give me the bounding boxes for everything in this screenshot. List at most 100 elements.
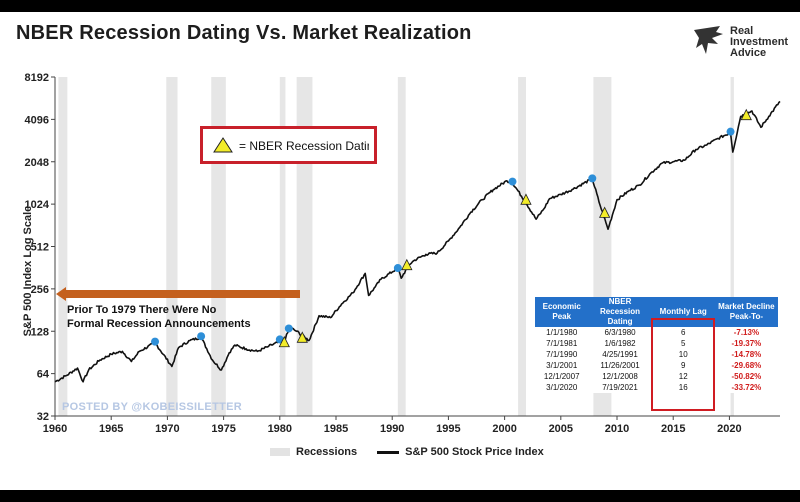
x-tick-label: 2015 [661, 423, 685, 435]
cell-lag: 9 [651, 360, 715, 371]
recession-band [397, 77, 406, 416]
header-market-decline: Market Decline Peak-To- [714, 297, 778, 327]
lag-table-row: 7/1/1990 4/25/1991 10 -14.78% [535, 349, 778, 360]
cell-lag: 6 [651, 327, 715, 338]
prior-arrow-head [56, 287, 66, 301]
y-tick-label: 1024 [25, 199, 50, 211]
series-swatch [377, 450, 400, 454]
lag-table-body: 1/1/1980 6/3/1980 6 -7.13% 7/1/1981 1/6/1982 5… [535, 327, 778, 393]
lag-table-row: 12/1/2007 12/1/2008 12 -50.82% [535, 371, 778, 382]
y-tick-label: 64 [37, 369, 50, 381]
recession-band [58, 77, 68, 416]
economic-peak-marker [508, 177, 517, 186]
cell-decline: -14.78% [714, 349, 778, 360]
chart-title: NBER Recession Dating Vs. Market Realiza… [16, 22, 472, 44]
y-axis-title: S&P 500 Index Log Scale [22, 205, 34, 337]
cell-decline: -7.13% [714, 327, 778, 338]
cell-decline: -19.37% [714, 338, 778, 349]
cell-lag: 10 [651, 349, 715, 360]
logo-line-investment: Investment [730, 36, 789, 48]
watermark: POSTED BY @KOBEISSILETTER [62, 401, 242, 413]
header-economic-peak: Economic Peak [535, 297, 589, 327]
cell-peak: 7/1/1990 [535, 349, 589, 360]
sp500-series-line [54, 100, 781, 383]
cell-peak: 7/1/1981 [535, 338, 589, 349]
x-tick-label: 1995 [436, 423, 460, 435]
y-tick-label: 128 [31, 326, 49, 338]
economic-peak-marker [151, 337, 160, 346]
legend-series: S&P 500 Stock Price Index [405, 446, 544, 458]
lag-table-row: 1/1/1980 6/3/1980 6 -7.13% [535, 327, 778, 338]
x-tick-label: 1990 [380, 423, 404, 435]
x-tick-label: 1985 [324, 423, 348, 435]
cell-peak: 12/1/2007 [535, 371, 589, 382]
y-tick-label: 8192 [25, 72, 49, 84]
company-logo: Real Investment Advice [690, 22, 790, 72]
lag-table-header-row: Economic Peak NBER Recession Dating Mont… [535, 297, 778, 327]
lag-table-row: 3/1/2020 7/19/2021 16 -33.72% [535, 382, 778, 393]
cell-peak: 3/1/2020 [535, 382, 589, 393]
cell-decline: -50.82% [714, 371, 778, 382]
x-tick-label: 2000 [492, 423, 516, 435]
nber-dating-marker [296, 331, 308, 343]
economic-peak-marker [726, 127, 735, 136]
cell-nber: 4/25/1991 [588, 349, 652, 360]
y-tick-label: 256 [31, 284, 49, 296]
nber-dating-marker [740, 108, 752, 121]
nber-legend-text: = NBER Recession Datin [239, 139, 369, 153]
economic-peak-marker [393, 264, 402, 273]
header-nber-dating: NBER Recession Dating [588, 297, 652, 327]
recession-band [279, 77, 286, 416]
cell-decline: -29.68% [714, 360, 778, 371]
cell-nber: 6/3/1980 [588, 327, 652, 338]
x-tick-label: 1980 [268, 423, 292, 435]
lag-table-row: 3/1/2001 11/26/2001 9 -29.68% [535, 360, 778, 371]
x-tick-label: 1970 [155, 423, 179, 435]
prior-note-line-2: Formal Recession Announcements [67, 318, 251, 330]
header-monthly-lag: Monthly Lag [651, 297, 715, 327]
y-tick-label: 2048 [25, 157, 49, 169]
lag-table: Economic Peak NBER Recession Dating Mont… [535, 297, 778, 393]
nber-dating-marker [401, 258, 413, 271]
prior-arrow-body [64, 290, 300, 298]
prior-arrow [56, 287, 300, 301]
x-tick-label: 1965 [99, 423, 123, 435]
logo-line-real: Real [730, 25, 754, 37]
cell-nber: 11/26/2001 [588, 360, 652, 371]
economic-peak-marker [197, 332, 206, 341]
cell-nber: 12/1/2008 [588, 371, 652, 382]
economic-peak-marker [284, 324, 293, 333]
nber-dating-marker [599, 206, 611, 218]
cell-peak: 3/1/2001 [535, 360, 589, 371]
y-tick-label: 32 [37, 411, 49, 423]
cell-lag: 16 [651, 382, 715, 393]
series-layer [54, 100, 781, 383]
economic-peak-marker [588, 174, 597, 183]
lag-table-row: 7/1/1981 1/6/1982 5 -19.37% [535, 338, 778, 349]
nber-dating-marker [278, 335, 290, 348]
recession-band [730, 77, 734, 416]
x-tick-label: 2010 [605, 423, 629, 435]
logo-text: Real Investment Advice [730, 26, 800, 59]
nber-dating-marker [520, 193, 532, 205]
x-tick-label: 2005 [549, 423, 573, 435]
marker-layer [151, 108, 752, 348]
cell-nber: 1/6/1982 [588, 338, 652, 349]
nber-legend-box: = NBER Recession Datin [200, 126, 377, 164]
x-tick-label: 2020 [717, 423, 741, 435]
bottom-legend: Recessions S&P 500 Stock Price Index [270, 446, 544, 458]
prior-note-line-1: Prior To 1979 There Were No [67, 304, 217, 316]
x-tick-label: 1975 [211, 423, 235, 435]
cell-peak: 1/1/1980 [535, 327, 589, 338]
cell-nber: 7/19/2021 [588, 382, 652, 393]
y-tick-label: 4096 [25, 114, 49, 126]
recession-swatch [270, 448, 290, 456]
triangle-icon [213, 137, 233, 153]
recession-band [166, 77, 178, 416]
recession-band [518, 77, 526, 416]
cell-lag: 5 [651, 338, 715, 349]
eagle-logo-icon [694, 26, 723, 54]
y-tick-label: 512 [31, 242, 49, 254]
